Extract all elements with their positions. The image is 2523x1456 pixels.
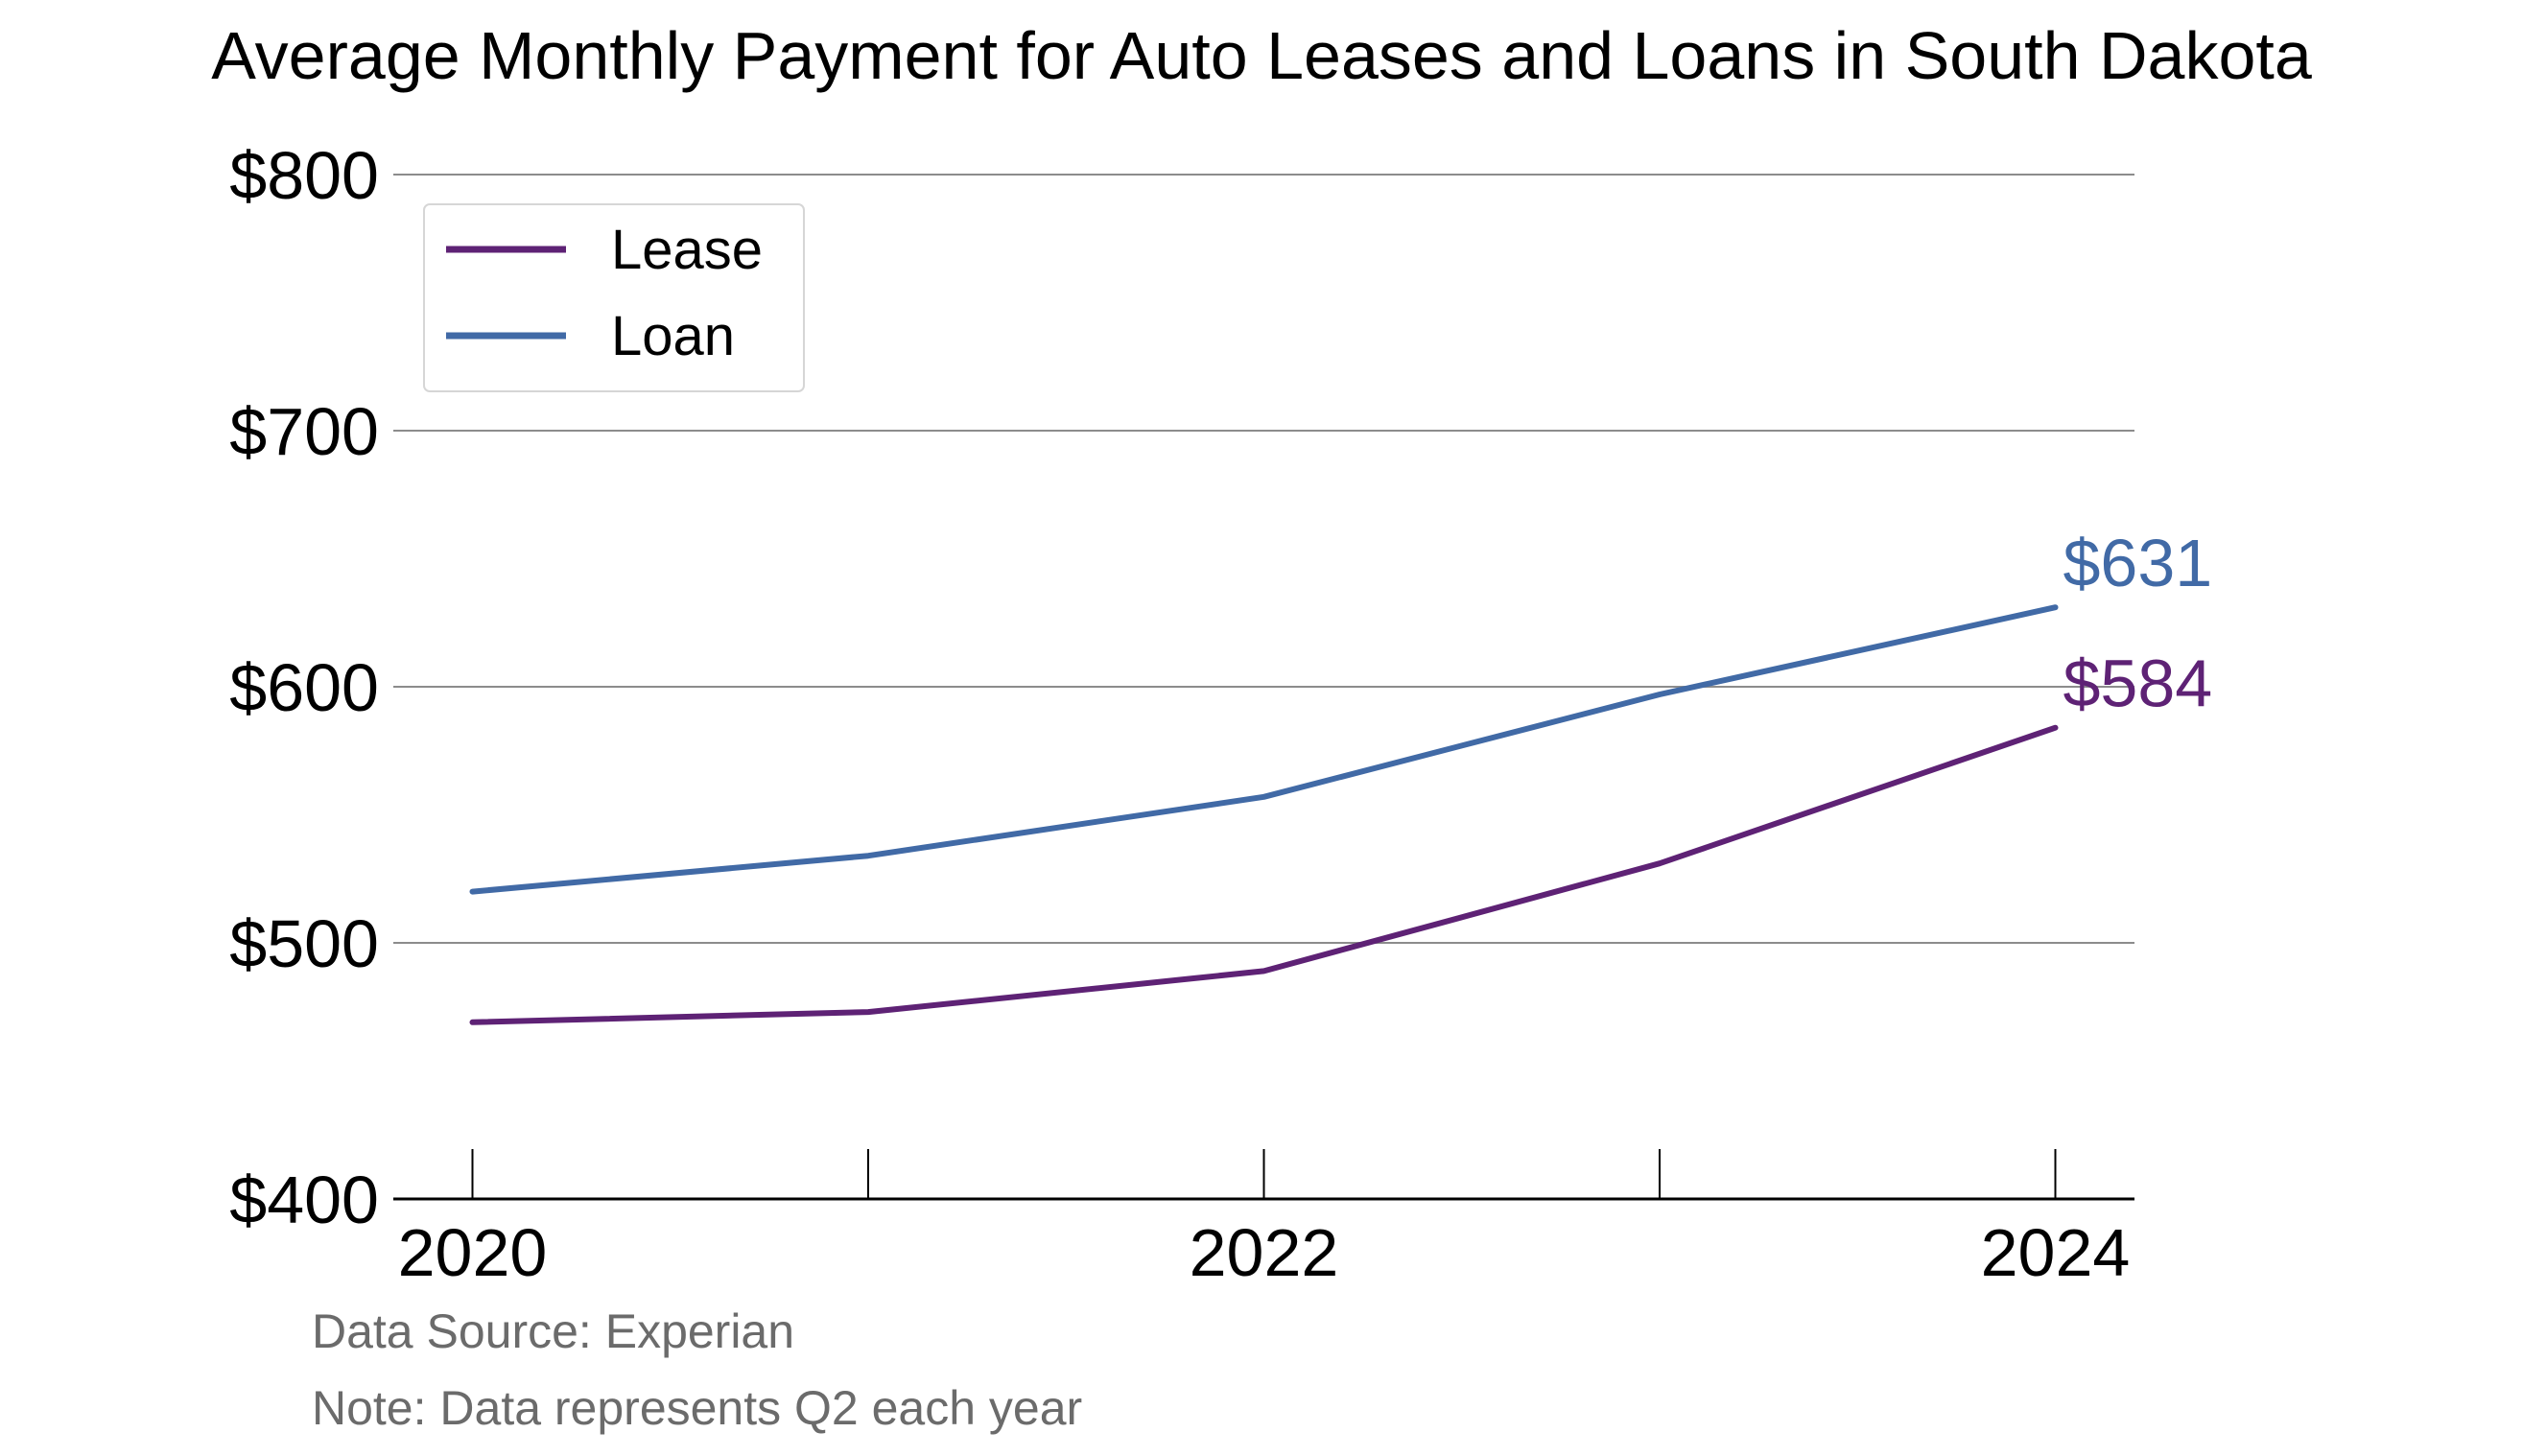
series-line-loan: [469, 604, 2059, 895]
y-tick-label: $400: [229, 1162, 379, 1237]
legend: Lease Loan: [423, 203, 805, 392]
x-axis: 2020 2022 2024: [393, 1149, 2134, 1290]
series-line-lease: [469, 724, 2059, 1025]
x-tick-label: 2024: [1981, 1215, 2131, 1290]
end-labels: $584 $631: [2063, 526, 2213, 720]
y-tick-label: $800: [229, 138, 379, 213]
x-tick-label: 2020: [398, 1215, 548, 1290]
y-tick-label: $500: [229, 906, 379, 981]
gridlines: [393, 174, 2134, 944]
end-label-loan: $631: [2063, 526, 2213, 600]
x-tick-label: 2022: [1190, 1215, 1339, 1290]
end-label-lease: $584: [2063, 646, 2213, 721]
data-source-note: Data Source: Experian: [312, 1304, 794, 1358]
legend-label-loan: Loan: [611, 305, 735, 367]
q2-note: Note: Data represents Q2 each year: [312, 1381, 1082, 1435]
legend-label-lease: Lease: [611, 219, 763, 281]
chart-title: Average Monthly Payment for Auto Leases …: [211, 18, 2312, 93]
y-axis-ticks: $400 $500 $600 $700 $800: [229, 138, 379, 1237]
notes: Data Source: Experian Note: Data represe…: [312, 1304, 1082, 1435]
y-tick-label: $700: [229, 394, 379, 469]
series-lines: [469, 604, 2059, 1025]
y-tick-label: $600: [229, 650, 379, 725]
